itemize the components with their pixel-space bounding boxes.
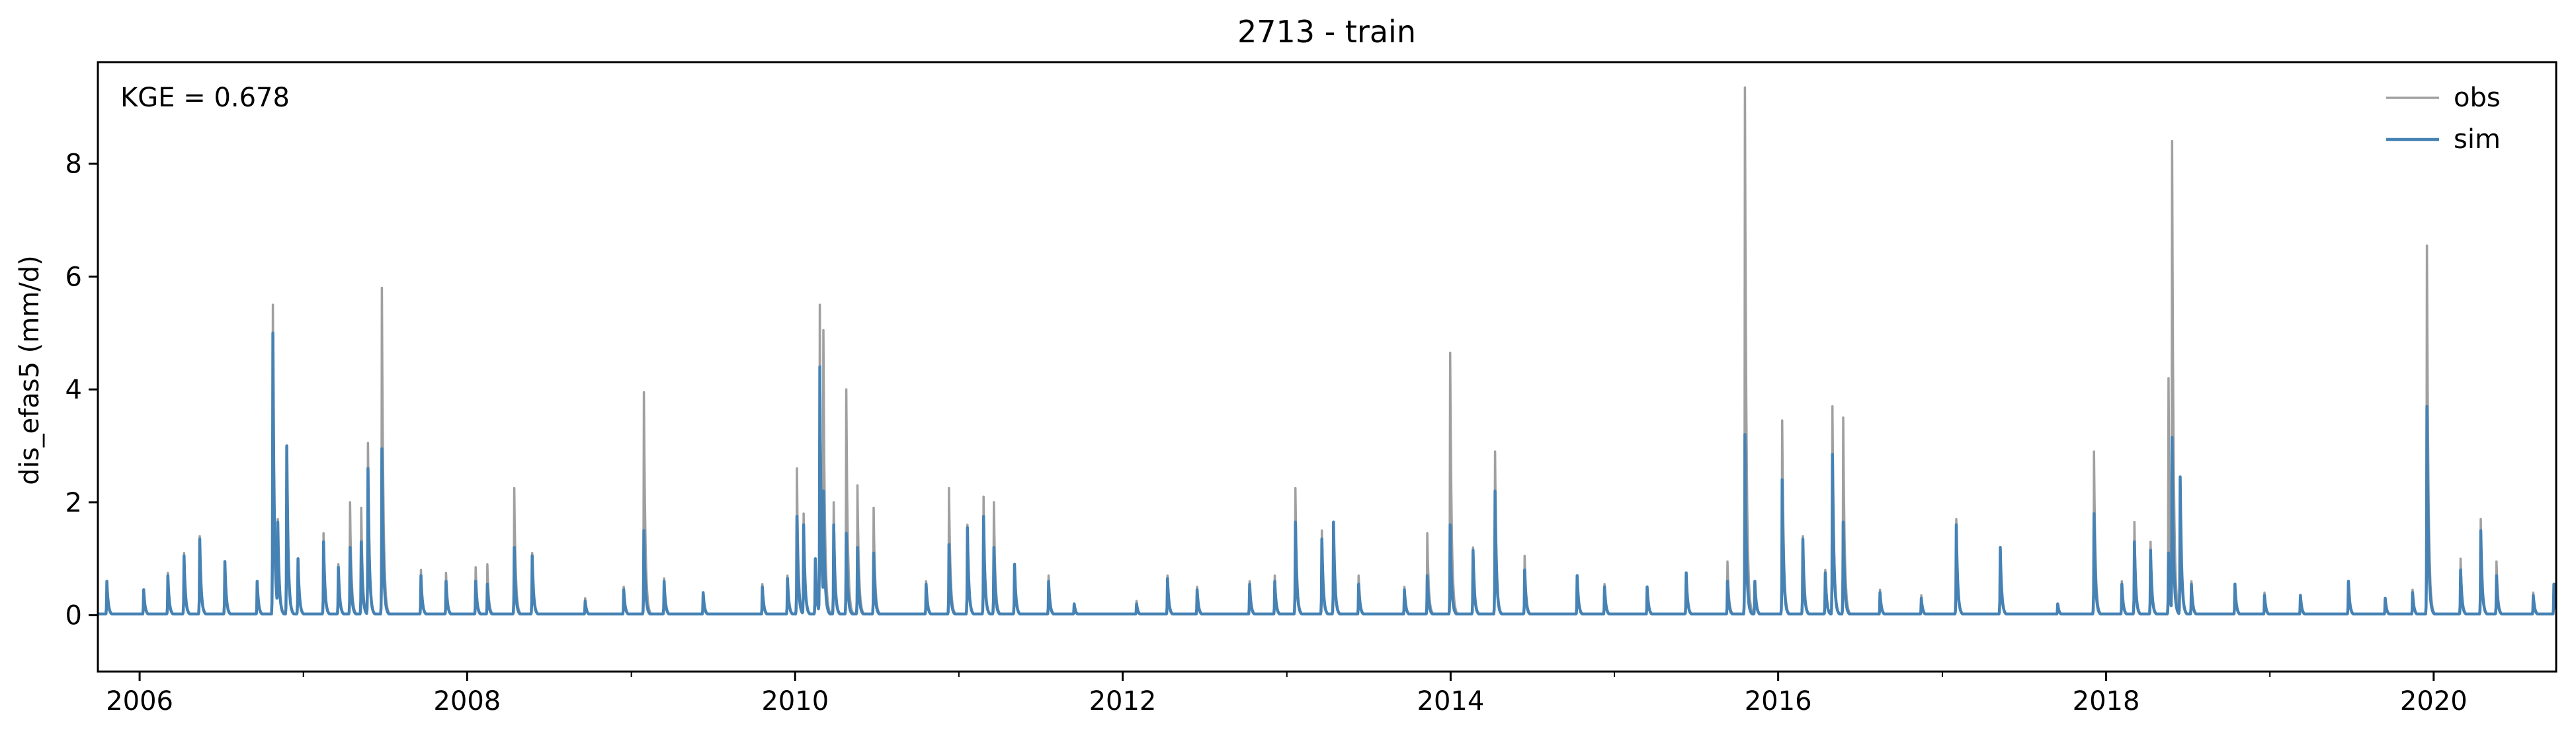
x-tick-label-4: 2014 (1417, 686, 1485, 717)
y-tick-label-2: 4 (65, 375, 82, 405)
x-tick-label-5: 2016 (1745, 686, 1812, 717)
series-line-obs (98, 86, 2556, 615)
x-tick-label-0: 2006 (106, 686, 173, 717)
plot-frame (97, 61, 2557, 673)
series-line-sim (98, 331, 2556, 616)
x-tick-label-1: 2008 (433, 686, 501, 717)
series-layer (98, 86, 2556, 616)
kge-annotation: KGE = 0.678 (120, 83, 290, 113)
chart-title: 2713 - train (1237, 14, 1416, 50)
legend-sim-label: sim (2454, 124, 2501, 155)
y-ticks: 0 2 4 6 8 (65, 149, 98, 631)
y-tick-label-0: 0 (65, 601, 82, 631)
y-axis-label: dis_efas5 (mm/d) (15, 255, 45, 485)
y-tick-label-1: 2 (65, 488, 82, 518)
x-tick-label-3: 2012 (1089, 686, 1157, 717)
x-tick-label-6: 2018 (2073, 686, 2140, 717)
x-tick-label-2: 2010 (761, 686, 829, 717)
legend-obs-label: obs (2454, 83, 2501, 113)
x-tick-label-7: 2020 (2400, 686, 2468, 717)
y-tick-label-3: 6 (65, 262, 82, 292)
x-ticks: 2006 2008 2010 2012 2014 2016 2018 2020 (106, 672, 2468, 717)
y-tick-label-4: 8 (65, 149, 82, 180)
legend: obs sim (2386, 83, 2501, 155)
